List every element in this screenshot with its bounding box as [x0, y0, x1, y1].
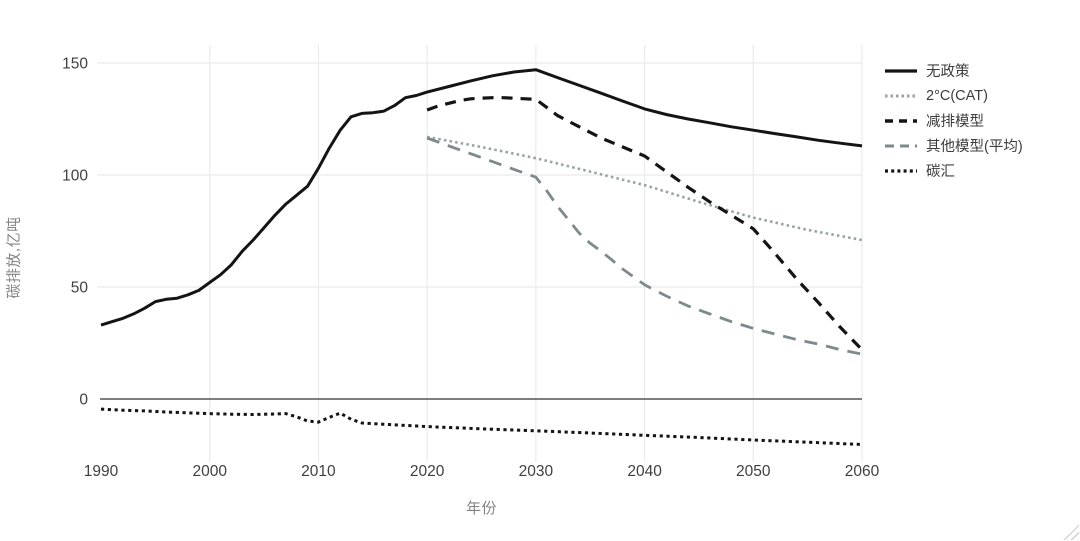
x-tick-label: 2030: [519, 463, 554, 480]
legend-label: 减排模型: [926, 114, 984, 130]
series-line-3: [426, 136, 863, 356]
y-tick-label: 50: [71, 280, 89, 297]
legend-item-carbon-sink[interactable]: 碳汇: [884, 158, 1023, 183]
legend-item-2c-cat[interactable]: 2°C(CAT): [884, 83, 1023, 108]
y-tick-label: 100: [62, 168, 88, 185]
x-axis-title: 年份: [465, 500, 497, 517]
black-dotted-line-icon: [885, 168, 917, 173]
legend-item-reduction-model[interactable]: 减排模型: [884, 108, 1023, 133]
legend-label: 其他模型(平均): [926, 139, 1023, 155]
dotted-line-icon: [885, 94, 917, 97]
x-tick-label: 2020: [410, 463, 445, 480]
series-line-4: [100, 407, 863, 446]
y-axis-title: 碳排放,亿吨: [5, 216, 23, 299]
series-line-0: [100, 68, 863, 327]
dashed-line-icon: [885, 118, 917, 123]
solid-line-icon: [885, 68, 917, 73]
legend-item-no-policy[interactable]: 无政策: [884, 58, 1023, 83]
series-line-2: [426, 96, 864, 351]
x-tick-label: 2040: [627, 463, 662, 480]
legend-label: 2°C(CAT): [926, 87, 988, 104]
x-tick-label: 2000: [192, 463, 227, 480]
x-tick-label: 2060: [845, 463, 880, 480]
legend: 无政策 2°C(CAT) 减排模型 其他模型(平均) 碳汇: [884, 58, 1023, 183]
x-tick-label: 1990: [84, 463, 119, 480]
legend-item-other-models[interactable]: 其他模型(平均): [884, 133, 1023, 158]
y-tick-label: 0: [79, 392, 88, 409]
series-line-1: [426, 135, 863, 242]
x-tick-label: 2050: [736, 463, 771, 480]
gray-dashed-line-icon: [885, 143, 917, 148]
legend-label: 碳汇: [926, 164, 955, 180]
legend-label: 无政策: [926, 64, 970, 80]
y-tick-label: 150: [62, 56, 88, 73]
x-tick-label: 2010: [301, 463, 336, 480]
